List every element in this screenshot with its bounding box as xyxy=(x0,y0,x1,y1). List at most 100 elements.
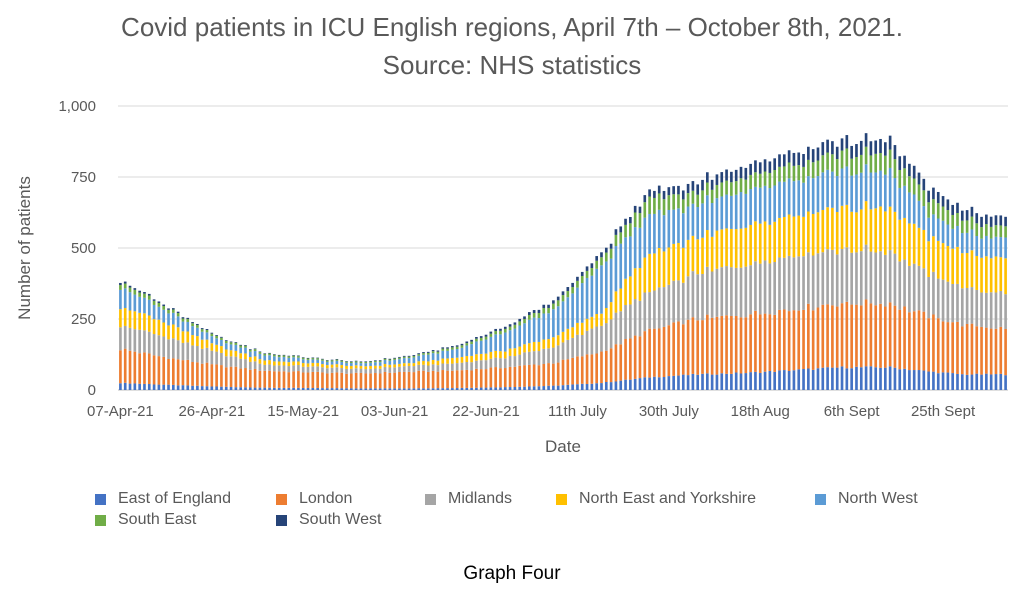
bar-segment xyxy=(633,268,637,300)
bar-segment xyxy=(590,268,594,276)
bar-segment xyxy=(754,261,757,311)
bar-segment xyxy=(831,154,834,172)
bar-segment xyxy=(167,325,170,340)
bar-segment xyxy=(186,321,190,332)
bar-segment xyxy=(335,360,339,365)
bar-segment xyxy=(585,330,589,355)
bar-segment xyxy=(224,340,228,341)
bar-segment xyxy=(494,328,497,332)
bar-segment xyxy=(681,190,685,200)
bar-segment xyxy=(1004,294,1007,329)
x-tick-label: 26-Apr-21 xyxy=(178,403,245,420)
bar-segment xyxy=(956,373,959,390)
bar-segment xyxy=(985,327,988,374)
bar-segment xyxy=(470,387,473,390)
bar-segment xyxy=(850,252,853,305)
bar-segment xyxy=(196,362,199,386)
bar-segment xyxy=(402,358,406,364)
bar-segment xyxy=(936,318,940,374)
bar-segment xyxy=(667,376,671,390)
bar-segment xyxy=(749,265,752,315)
bar-segment xyxy=(985,256,988,293)
bar-segment xyxy=(181,342,185,361)
bar-segment xyxy=(965,220,969,233)
bar-segment xyxy=(330,372,334,389)
bar-segment xyxy=(720,315,724,374)
bar-segment xyxy=(123,382,127,390)
bar-segment xyxy=(460,347,464,357)
bar-segment xyxy=(335,367,339,373)
bar-segment xyxy=(532,341,536,352)
bar-segment xyxy=(321,367,324,373)
bar-segment xyxy=(147,315,151,332)
bar-segment xyxy=(369,365,372,369)
bar-segment xyxy=(532,386,536,390)
bar-segment xyxy=(297,365,300,372)
bar-segment xyxy=(528,343,531,352)
bar-segment xyxy=(797,152,801,166)
bar-segment xyxy=(542,313,546,340)
bar-segment xyxy=(941,279,945,322)
bar-segment xyxy=(321,359,324,361)
bar-segment xyxy=(999,237,1003,258)
bar-segment xyxy=(706,195,709,231)
bar-segment xyxy=(609,258,613,303)
bar-segment xyxy=(653,376,656,390)
bar-segment xyxy=(407,365,411,372)
bar-segment xyxy=(499,351,502,359)
bar-segment xyxy=(720,229,724,268)
bar-segment xyxy=(441,363,445,371)
bar-segment xyxy=(710,236,714,272)
bar-segment xyxy=(629,217,632,224)
bar-segment xyxy=(686,183,690,194)
bar-segment xyxy=(268,370,271,388)
bar-segment xyxy=(398,356,401,358)
bar-segment xyxy=(417,364,420,371)
bar-segment xyxy=(629,379,632,390)
bar-segment xyxy=(292,365,295,372)
bar-segment xyxy=(263,364,267,371)
bar-segment xyxy=(576,287,579,323)
bar-segment xyxy=(960,233,964,254)
bar-segment xyxy=(730,195,733,229)
bar-segment xyxy=(749,174,752,190)
bar-segment xyxy=(239,353,242,359)
bar-segment xyxy=(292,355,295,356)
bar-segment xyxy=(561,342,565,360)
bar-segment xyxy=(566,359,570,385)
bar-segment xyxy=(133,289,137,295)
bar-segment xyxy=(595,256,598,261)
bar-segment xyxy=(624,237,627,279)
bar-segment xyxy=(633,212,637,228)
bar-segment xyxy=(215,364,218,387)
bar-segment xyxy=(994,225,998,237)
bar-segment xyxy=(388,367,392,373)
bar-segment xyxy=(200,348,204,364)
bar-segment xyxy=(821,155,825,173)
bar-segment xyxy=(773,221,776,263)
bar-segment xyxy=(662,326,666,377)
bar-segment xyxy=(715,230,719,269)
bar-segment xyxy=(455,346,459,350)
bar-segment xyxy=(128,285,132,288)
bar-segment xyxy=(455,349,459,358)
bar-segment xyxy=(989,238,993,259)
bar-segment xyxy=(999,291,1003,327)
bar-segment xyxy=(431,364,435,371)
bar-segment xyxy=(234,344,238,351)
bar-segment xyxy=(220,386,223,390)
bar-segment xyxy=(489,358,493,368)
bar-segment xyxy=(200,328,204,330)
bar-segment xyxy=(619,288,623,312)
bar-segment xyxy=(576,322,579,335)
bar-segment xyxy=(888,302,892,367)
bar-segment xyxy=(402,363,406,367)
bar-segment xyxy=(816,147,820,161)
bar-segment xyxy=(903,217,906,260)
bar-segment xyxy=(840,249,844,304)
bar-segment xyxy=(224,367,228,387)
bar-segment xyxy=(638,300,642,337)
bar-segment xyxy=(975,213,979,224)
bar-segment xyxy=(951,248,954,284)
bar-segment xyxy=(807,252,810,304)
